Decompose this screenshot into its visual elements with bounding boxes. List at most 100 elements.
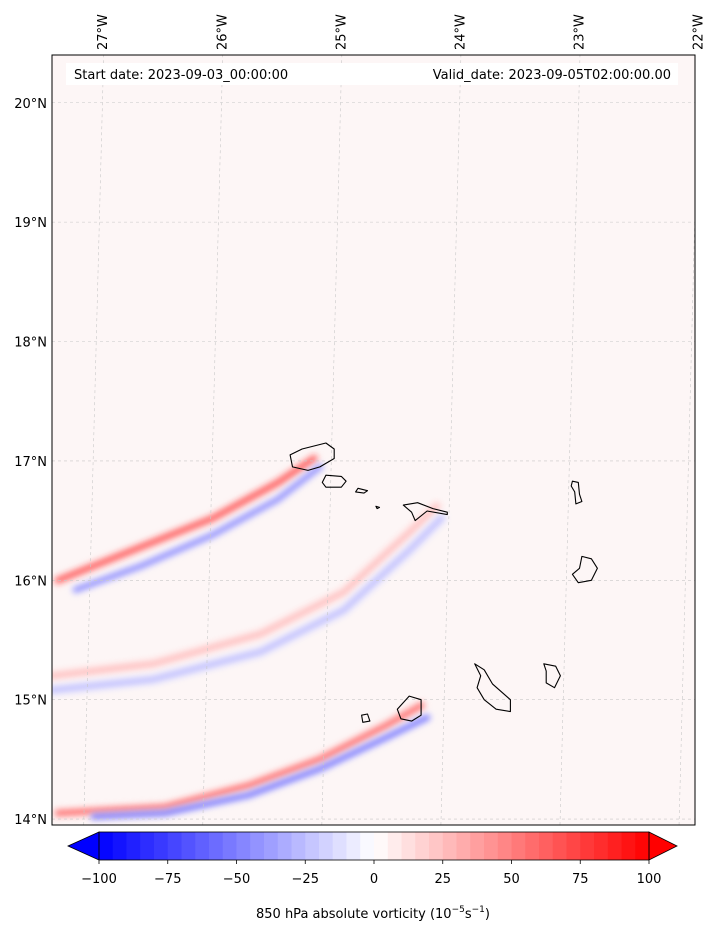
island-santo-antao <box>289 442 335 471</box>
colorbar-cell <box>607 832 623 860</box>
longitude-label: 22°W <box>692 14 703 50</box>
vorticity-streak-fogo-wake <box>55 703 424 816</box>
info-box-bg <box>66 63 678 85</box>
colorbar-cell <box>222 832 238 860</box>
latitude-label: 19°N <box>14 216 47 231</box>
meridian-gridline <box>678 199 695 825</box>
latitude-labels: 20°N 19°N 18°N 17°N 16°N 15°N 14°N <box>14 97 47 828</box>
colorbar-tick-label: −25 <box>292 872 319 887</box>
latitude-label: 20°N <box>14 97 47 112</box>
colorbar-cell <box>112 832 128 860</box>
latitude-label: 15°N <box>14 694 47 709</box>
vorticity-streak-sao-nicolau-wake <box>52 503 440 679</box>
colorbar-cell <box>621 832 636 860</box>
colorbar-cell <box>374 832 389 860</box>
colorbar-cell <box>387 832 403 860</box>
vorticity-streak-santo-antao-wake <box>55 456 317 583</box>
island-maio <box>543 663 561 689</box>
colorbar-cell <box>305 832 320 860</box>
colorbar-cell <box>154 832 169 860</box>
colorbar-ticks: −100 −75 −50 −25 0 25 50 75 100 <box>81 860 661 887</box>
colorbar-cell <box>580 832 595 860</box>
colorbar-label: 850 hPa absolute vorticity (10−5s−1) <box>256 905 490 922</box>
colorbar-cell <box>415 832 430 860</box>
latitude-label: 17°N <box>14 455 47 470</box>
colorbar-cell <box>126 832 141 860</box>
colorbar-cell <box>236 832 251 860</box>
island-sao-vicente <box>321 474 347 488</box>
meridian-gridline <box>321 55 343 825</box>
colorbar: −100 −75 −50 −25 0 25 50 75 100 850 hPa absolute… <box>67 831 678 922</box>
longitude-labels: 27°W 26°W 25°W 24°W 23°W 22°W <box>96 14 703 50</box>
map-panel <box>51 54 696 826</box>
colorbar-cell <box>456 832 471 860</box>
colorbar-cell <box>181 832 196 860</box>
colorbar-cell <box>195 832 210 860</box>
colorbar-cell <box>566 832 581 860</box>
colorbar-tick-label: 50 <box>503 872 520 887</box>
colorbar-cell <box>291 832 306 860</box>
map-background <box>52 55 695 825</box>
island-boa-vista <box>571 555 598 584</box>
latitude-label: 16°N <box>14 574 47 589</box>
colorbar-cell <box>332 832 348 860</box>
vorticity-field <box>52 452 448 822</box>
colorbar-cell <box>539 832 554 860</box>
colorbar-cell <box>167 832 183 860</box>
meridian-gridline <box>559 55 581 825</box>
island-ilheu-razo <box>375 505 381 510</box>
valid-date-text: Valid_date: 2023-09-05T02:00:00.00 <box>433 68 671 83</box>
colorbar-extend-low <box>67 831 100 861</box>
longitude-label: 25°W <box>334 14 349 50</box>
island-brava <box>361 713 371 723</box>
island-sao-nicolau <box>402 502 448 522</box>
colorbar-cell <box>429 832 444 860</box>
colorbar-tick-label: 0 <box>370 872 378 887</box>
colorbar-tick-label: 25 <box>434 872 451 887</box>
info-box: Start date: 2023-09-03_00:00:00 Valid_da… <box>66 63 678 85</box>
colorbar-cell <box>442 832 458 860</box>
colorbar-cell <box>470 832 485 860</box>
colorbar-cell <box>525 832 540 860</box>
meridian-gridline <box>202 55 224 825</box>
map-frame <box>51 54 696 826</box>
latitude-label: 14°N <box>14 813 47 828</box>
colorbar-cell <box>250 832 265 860</box>
vorticity-streak-fogo-wake-neg <box>91 715 430 819</box>
colorbar-cell <box>635 832 650 860</box>
island-fogo <box>396 695 422 722</box>
colorbar-tick-label: −50 <box>223 872 250 887</box>
colorbar-extend-high <box>648 831 678 861</box>
colorbar-cell <box>484 832 499 860</box>
colorbar-cell <box>552 832 568 860</box>
colorbar-cell <box>277 832 293 860</box>
colorbar-cell <box>346 832 361 860</box>
meridian-gridline <box>83 55 104 825</box>
longitude-label: 27°W <box>96 14 111 50</box>
island-santiago <box>474 663 511 713</box>
colorbar-cell <box>360 832 375 860</box>
colorbar-cell <box>497 832 513 860</box>
colorbar-cell <box>264 832 279 860</box>
latitude-label: 18°N <box>14 336 47 351</box>
colorbar-cell <box>401 832 416 860</box>
vorticity-streak-santo-antao-wake-neg <box>73 464 323 592</box>
meridian-gridline <box>440 55 462 825</box>
longitude-label: 26°W <box>215 14 230 50</box>
colorbar-tick-label: −100 <box>81 872 117 887</box>
colorbar-tick-label: −75 <box>154 872 181 887</box>
colorbar-cell <box>319 832 334 860</box>
colorbar-cell <box>99 832 114 860</box>
colorbar-cell <box>511 832 526 860</box>
colorbar-tick-label: 100 <box>637 872 662 887</box>
start-date-text: Start date: 2023-09-03_00:00:00 <box>74 68 288 83</box>
colorbar-cell <box>594 832 609 860</box>
colorbar-cell <box>140 832 155 860</box>
island-sal <box>570 480 583 505</box>
longitude-label: 23°W <box>572 14 587 50</box>
colorbar-cells <box>99 832 650 860</box>
coastlines <box>289 442 598 723</box>
gridlines <box>52 55 695 825</box>
colorbar-tick-label: 75 <box>572 872 589 887</box>
